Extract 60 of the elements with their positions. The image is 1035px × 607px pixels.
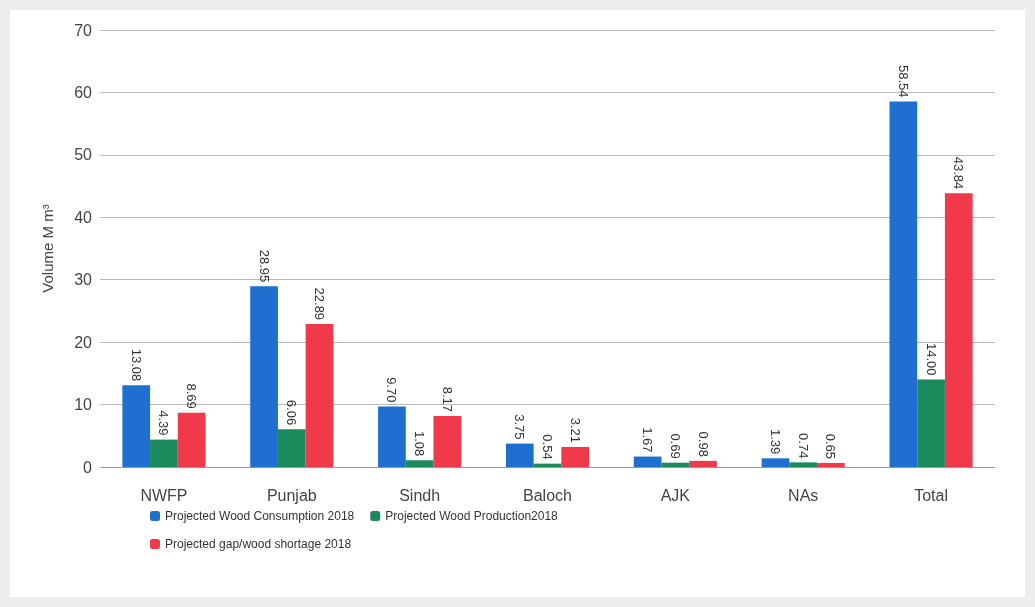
bar xyxy=(689,460,717,467)
data-label: 43.84 xyxy=(951,156,967,190)
data-label: 0.54 xyxy=(540,434,555,460)
bar xyxy=(661,462,690,467)
bar xyxy=(561,446,590,467)
data-label: 14.00 xyxy=(923,343,939,376)
x-tick-label: Total xyxy=(914,486,948,504)
x-tick-label: Sindh xyxy=(399,486,441,504)
data-label: 3.75 xyxy=(512,414,528,440)
bar xyxy=(761,458,790,467)
bar xyxy=(122,385,151,467)
y-tick-label: 70 xyxy=(74,21,93,39)
data-label: 4.39 xyxy=(156,410,172,436)
data-label: 0.65 xyxy=(823,433,839,459)
y-tick-label: 60 xyxy=(74,83,93,101)
legend-label: Projected gap/wood shortage 2018 xyxy=(165,537,352,551)
legend-label: Projected Wood Consumption 2018 xyxy=(165,509,355,523)
data-label: 58.54 xyxy=(895,65,911,98)
data-label: 28.95 xyxy=(256,249,272,283)
bar xyxy=(944,193,973,467)
data-label: 0.69 xyxy=(667,433,683,459)
data-label: 9.70 xyxy=(384,377,400,403)
data-label: 1.67 xyxy=(640,427,656,453)
data-label: 13.08 xyxy=(128,348,144,382)
data-label: 1.39 xyxy=(768,429,784,455)
y-axis-title: Volume M m³ xyxy=(39,204,56,293)
bar xyxy=(817,462,845,467)
bar xyxy=(433,416,462,467)
x-tick-label: Punjab xyxy=(266,486,317,504)
bar xyxy=(789,462,818,467)
bar xyxy=(917,379,945,467)
data-label: 8.69 xyxy=(184,383,200,409)
bar xyxy=(405,460,434,467)
y-tick-label: 0 xyxy=(83,458,93,476)
bar xyxy=(633,456,662,467)
bar xyxy=(250,286,278,467)
x-tick-label: NAs xyxy=(788,486,819,504)
bar xyxy=(150,439,178,467)
data-label: 3.21 xyxy=(567,417,583,443)
bar xyxy=(378,406,406,467)
y-tick-label: 40 xyxy=(74,208,93,226)
data-label: 22.89 xyxy=(311,287,327,321)
data-label: 0.98 xyxy=(695,431,711,457)
data-label: 6.06 xyxy=(284,399,300,426)
y-tick-label: 30 xyxy=(74,271,93,289)
bar xyxy=(889,101,918,467)
legend-label: Projected Wood Production2018 xyxy=(385,509,559,523)
data-label: 0.74 xyxy=(795,433,811,459)
bar xyxy=(305,324,334,467)
y-tick-label: 20 xyxy=(74,333,93,351)
y-tick-label: 10 xyxy=(74,396,93,414)
x-tick-label: NWFP xyxy=(140,486,188,504)
data-label: 1.08 xyxy=(412,430,428,457)
x-tick-label: AJK xyxy=(660,486,691,504)
y-tick-label: 50 xyxy=(74,146,93,164)
bar xyxy=(505,443,534,467)
bar xyxy=(177,412,206,467)
x-tick-label: Baloch xyxy=(523,486,572,504)
bar xyxy=(277,429,306,467)
data-label: 8.17 xyxy=(439,386,455,412)
